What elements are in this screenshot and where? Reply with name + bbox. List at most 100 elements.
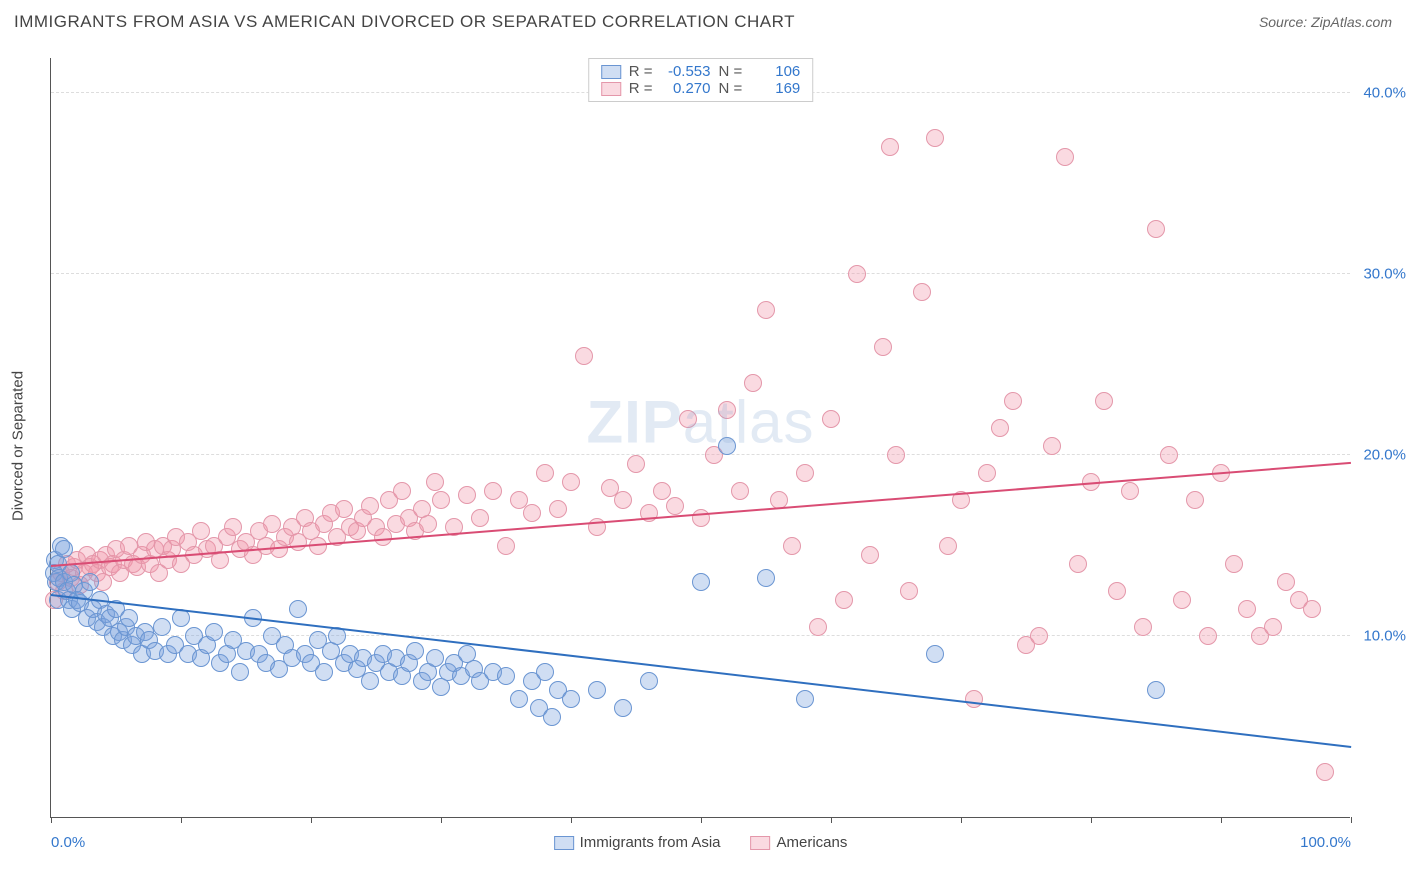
legend-item-asia: Immigrants from Asia [554,834,721,851]
x-tick [181,817,182,823]
source-label: Source: [1259,14,1307,30]
legend-r-label-2: R = [629,80,653,97]
scatter-point-asia [588,681,606,699]
y-axis-label: Divorced or Separated [10,371,27,521]
scatter-point-americans [419,515,437,533]
scatter-point-asia [231,663,249,681]
y-tick-label: 20.0% [1356,447,1406,464]
scatter-point-americans [1316,763,1334,781]
x-tick-label: 100.0% [1300,834,1351,851]
scatter-point-americans [614,491,632,509]
scatter-point-americans [653,482,671,500]
scatter-point-americans [627,455,645,473]
scatter-point-americans [731,482,749,500]
scatter-point-americans [1043,437,1061,455]
scatter-point-asia [640,672,658,690]
scatter-point-americans [913,283,931,301]
scatter-point-americans [224,518,242,536]
scatter-point-asia [692,573,710,591]
scatter-point-asia [614,699,632,717]
legend-label-americans: Americans [777,834,848,851]
scatter-point-americans [939,537,957,555]
watermark-bold: ZIP [586,389,682,456]
scatter-point-asia [757,569,775,587]
scatter-point-americans [1069,555,1087,573]
legend-n-asia: 106 [750,63,800,80]
x-tick [51,817,52,823]
scatter-point-americans [523,504,541,522]
scatter-point-americans [432,491,450,509]
scatter-point-americans [757,301,775,319]
scatter-point-americans [1004,392,1022,410]
watermark-light: atlas [683,389,815,456]
scatter-point-americans [900,582,918,600]
legend-swatch-americans [601,82,621,96]
scatter-point-asia [536,663,554,681]
scatter-point-americans [536,464,554,482]
scatter-point-asia [796,690,814,708]
scatter-point-americans [1186,491,1204,509]
scatter-point-asia [543,708,561,726]
scatter-point-asia [55,540,73,558]
scatter-point-americans [679,410,697,428]
scatter-point-americans [848,265,866,283]
chart-source: Source: ZipAtlas.com [1259,14,1392,30]
scatter-point-americans [549,500,567,518]
scatter-point-americans [822,410,840,428]
stats-legend: R = -0.553 N = 106 R = 0.270 N = 169 [588,58,814,102]
scatter-point-americans [965,690,983,708]
gridline [51,273,1350,274]
scatter-point-americans [471,509,489,527]
scatter-point-asia [510,690,528,708]
x-tick-label: 0.0% [51,834,85,851]
scatter-point-americans [978,464,996,482]
scatter-point-americans [744,374,762,392]
legend-r-americans: 0.270 [661,80,711,97]
scatter-point-americans [1277,573,1295,591]
scatter-chart: ZIPatlas R = -0.553 N = 106 R = 0.270 N … [50,58,1350,818]
chart-title: IMMIGRANTS FROM ASIA VS AMERICAN DIVORCE… [14,12,795,32]
scatter-point-asia [562,690,580,708]
scatter-point-americans [1030,627,1048,645]
scatter-point-americans [1264,618,1282,636]
scatter-point-americans [666,497,684,515]
legend-n-label-2: N = [719,80,743,97]
x-tick [831,817,832,823]
legend-row-asia: R = -0.553 N = 106 [601,63,801,80]
chart-header: IMMIGRANTS FROM ASIA VS AMERICAN DIVORCE… [14,12,1392,32]
source-value: ZipAtlas.com [1311,14,1392,30]
scatter-point-americans [1056,148,1074,166]
scatter-point-asia [289,600,307,618]
legend-r-asia: -0.553 [661,63,711,80]
watermark: ZIPatlas [586,388,814,457]
x-tick [701,817,702,823]
scatter-point-americans [1173,591,1191,609]
scatter-point-asia [361,672,379,690]
scatter-point-americans [335,500,353,518]
legend-item-americans: Americans [751,834,848,851]
scatter-point-asia [153,618,171,636]
scatter-point-americans [718,401,736,419]
scatter-point-asia [81,573,99,591]
x-tick [441,817,442,823]
scatter-point-americans [1121,482,1139,500]
series-legend: Immigrants from Asia Americans [554,834,848,851]
scatter-point-americans [796,464,814,482]
x-tick [1351,817,1352,823]
y-tick-label: 40.0% [1356,85,1406,102]
scatter-point-americans [458,486,476,504]
legend-swatch-americans-2 [751,836,771,850]
x-tick [1091,817,1092,823]
scatter-point-americans [1160,446,1178,464]
scatter-point-americans [874,338,892,356]
scatter-point-asia [120,609,138,627]
scatter-point-americans [562,473,580,491]
scatter-point-americans [926,129,944,147]
x-tick [571,817,572,823]
scatter-point-americans [393,482,411,500]
trend-line-americans [51,462,1351,567]
scatter-point-americans [1108,582,1126,600]
scatter-point-americans [991,419,1009,437]
legend-r-label: R = [629,63,653,80]
legend-n-americans: 169 [750,80,800,97]
